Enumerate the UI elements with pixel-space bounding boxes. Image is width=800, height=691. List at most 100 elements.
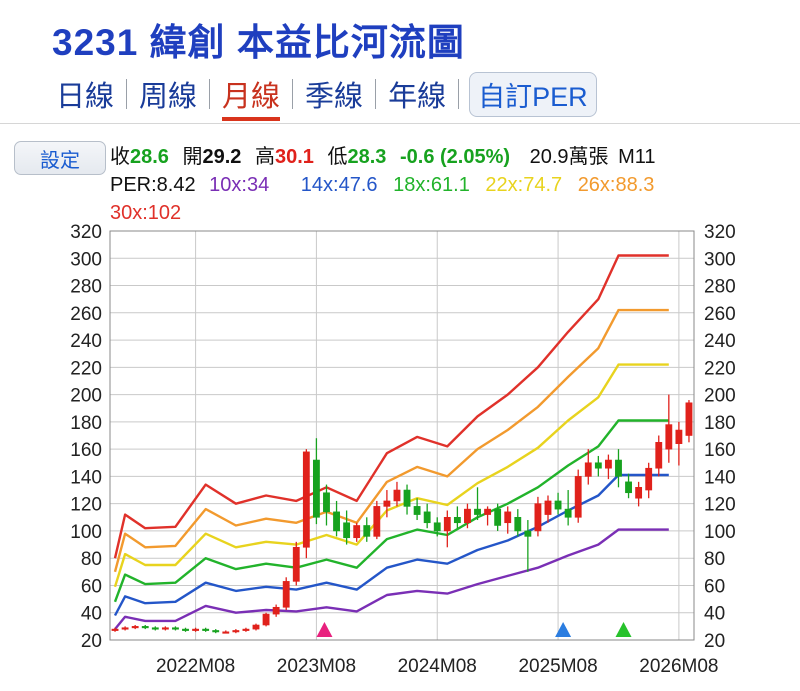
period-value: M11 bbox=[618, 146, 656, 168]
candle-body bbox=[161, 627, 169, 630]
candle-body bbox=[182, 628, 189, 631]
y-tick-label-right: 320 bbox=[704, 222, 736, 243]
tab-monthly[interactable]: 月線 bbox=[210, 73, 292, 121]
plot-frame bbox=[109, 230, 695, 641]
y-tick-label-right: 160 bbox=[704, 440, 736, 461]
y-tick-label-left: 200 bbox=[70, 386, 102, 407]
y-tick-label-right: 140 bbox=[704, 467, 736, 488]
candle-body bbox=[474, 508, 481, 515]
high-label: 高 bbox=[255, 146, 275, 168]
tab-separator bbox=[209, 79, 211, 109]
candle-body bbox=[484, 508, 492, 515]
tab-separator bbox=[458, 79, 460, 109]
candle-body bbox=[655, 442, 663, 469]
candle-body bbox=[504, 511, 512, 524]
candle-body bbox=[443, 516, 451, 532]
candle-body bbox=[343, 522, 351, 539]
candle-body bbox=[232, 630, 240, 633]
candle-body bbox=[212, 630, 220, 633]
candle-body bbox=[333, 511, 340, 532]
close-label: 收 bbox=[110, 146, 130, 168]
candle-body bbox=[312, 459, 320, 518]
candle-body bbox=[433, 522, 441, 532]
per-level-30x: 30x:102 bbox=[110, 202, 182, 224]
candle-body bbox=[383, 500, 391, 507]
y-tick-label-left: 20 bbox=[81, 631, 102, 652]
tab-yearly[interactable]: 年線 bbox=[388, 81, 447, 113]
y-tick-label-left: 220 bbox=[70, 358, 102, 379]
y-tick-label-left: 60 bbox=[81, 576, 102, 597]
y-tick-label-left: 160 bbox=[70, 440, 102, 461]
y-tick-label-left: 40 bbox=[81, 604, 102, 625]
y-tick-label-left: 240 bbox=[70, 331, 102, 352]
candle-body bbox=[685, 402, 693, 436]
tab-quarterly[interactable]: 季線 bbox=[305, 81, 364, 113]
candle-body bbox=[625, 481, 632, 494]
candle-body bbox=[675, 429, 683, 444]
y-tick-label-left: 260 bbox=[70, 304, 102, 325]
candle-body bbox=[534, 503, 542, 532]
candle-body bbox=[453, 516, 461, 524]
candle-body bbox=[413, 506, 421, 515]
candle-body bbox=[645, 467, 653, 491]
x-tick-label: 2025M08 bbox=[518, 656, 597, 677]
y-tick-label-right: 80 bbox=[704, 549, 725, 570]
y-tick-label-right: 100 bbox=[704, 522, 736, 543]
y-tick-label-left: 280 bbox=[70, 277, 102, 298]
high-value: 30.1 bbox=[275, 146, 314, 168]
candle-body bbox=[514, 516, 522, 532]
y-tick-label-left: 100 bbox=[70, 522, 102, 543]
per-level-14x: 14x:47.6 bbox=[300, 174, 378, 196]
per-current: PER:8.42 bbox=[110, 174, 196, 196]
y-tick-label-left: 80 bbox=[81, 549, 102, 570]
y-tick-label-right: 200 bbox=[704, 386, 736, 407]
per-level-26x: 26x:88.3 bbox=[577, 174, 655, 196]
candle-body bbox=[192, 628, 200, 631]
per-level-18x: 18x:61.1 bbox=[393, 174, 470, 196]
candle-body bbox=[252, 624, 260, 630]
candle-body bbox=[262, 613, 270, 626]
candle-body bbox=[554, 500, 562, 510]
custom-per-button[interactable]: 自訂PER bbox=[469, 71, 597, 117]
candle-body bbox=[323, 492, 330, 513]
candle-body bbox=[131, 626, 139, 629]
candle-body bbox=[121, 627, 129, 630]
tab-weekly[interactable]: 周線 bbox=[139, 81, 198, 113]
per-band-14x bbox=[113, 473, 669, 617]
candle-body bbox=[524, 530, 532, 537]
signal-marker bbox=[555, 622, 572, 637]
per-band-10x bbox=[114, 528, 669, 630]
per-line: PER:8.42 10x:34 14x:47.6 18x:61.1 22x:74… bbox=[110, 171, 656, 199]
settings-button[interactable]: 設定 bbox=[14, 141, 106, 175]
tab-daily[interactable]: 日線 bbox=[56, 81, 115, 113]
y-tick-label-left: 140 bbox=[70, 467, 102, 488]
candle-body bbox=[635, 487, 643, 499]
tab-separator bbox=[126, 79, 128, 109]
candle-body bbox=[544, 500, 552, 515]
close-value: 28.6 bbox=[130, 146, 169, 168]
y-tick-label-right: 40 bbox=[704, 604, 725, 625]
candle-body bbox=[282, 581, 290, 608]
y-tick-label-right: 20 bbox=[704, 631, 725, 652]
signal-marker bbox=[316, 622, 333, 637]
tab-separator bbox=[292, 79, 294, 109]
open-label: 開 bbox=[182, 146, 203, 168]
candle-body bbox=[172, 627, 179, 630]
y-tick-label-left: 320 bbox=[70, 222, 102, 243]
candle-body bbox=[373, 506, 381, 537]
y-tick-label-left: 300 bbox=[70, 249, 102, 270]
candle-body bbox=[564, 508, 572, 518]
x-tick-label: 2024M08 bbox=[398, 656, 477, 677]
x-tick-label: 2022M08 bbox=[156, 656, 235, 677]
candle-body bbox=[353, 525, 361, 539]
candle-body bbox=[302, 451, 310, 548]
quote-line: 收28.6 開29.2 高30.1 低28.3 -0.6 (2.05%) 20.… bbox=[110, 143, 656, 171]
low-value: 28.3 bbox=[347, 146, 387, 168]
candle-body bbox=[604, 459, 612, 469]
x-tick-label: 2023M08 bbox=[277, 656, 356, 677]
per-band-18x bbox=[113, 419, 669, 603]
quote-panel: 收28.6 開29.2 高30.1 低28.3 -0.6 (2.05%) 20.… bbox=[110, 143, 656, 227]
candle-body bbox=[292, 546, 300, 582]
tab-separator bbox=[375, 79, 377, 109]
per-line-2: 30x:102 bbox=[110, 199, 656, 227]
